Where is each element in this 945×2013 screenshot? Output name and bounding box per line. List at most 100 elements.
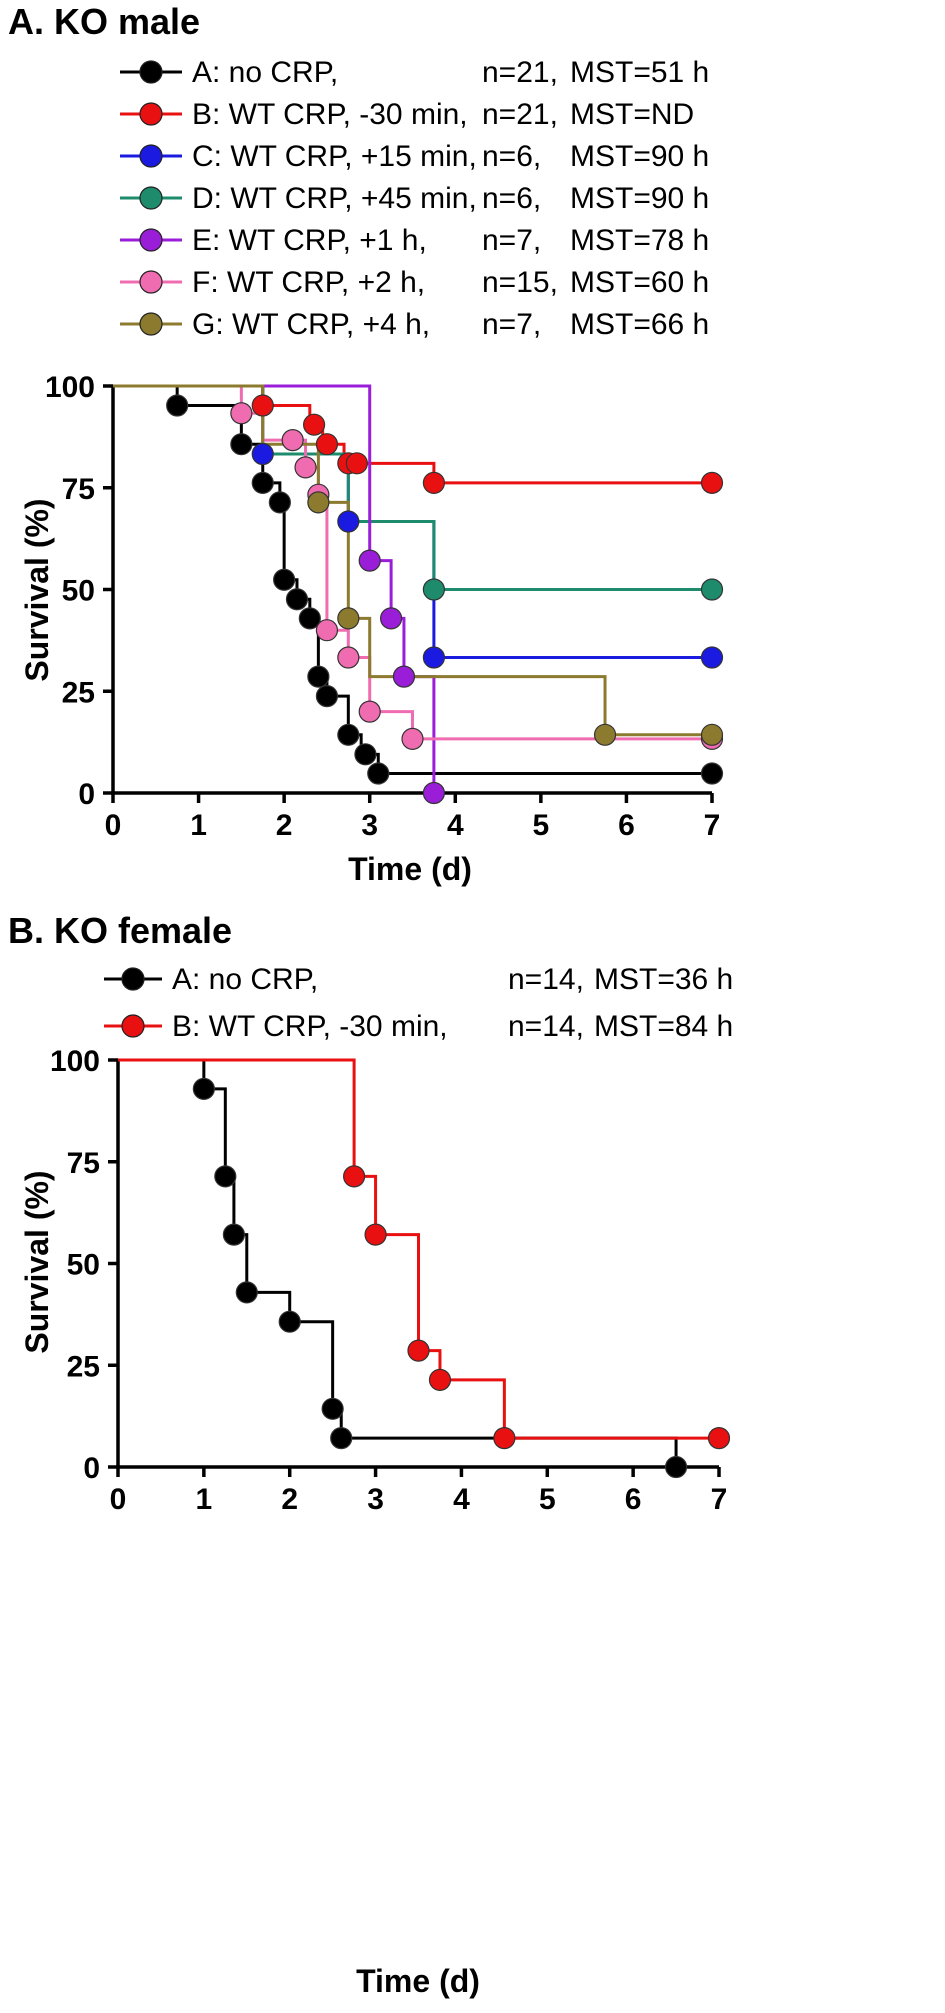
panel-b-markers-a: [192, 1077, 688, 1479]
x-tick-label: 1: [196, 1483, 213, 1516]
censor-marker: [307, 665, 330, 688]
censor-marker: [593, 723, 617, 746]
censor-marker: [700, 646, 724, 669]
x-tick-label: 6: [618, 809, 635, 842]
legend-mst: MST=36 h: [594, 963, 733, 996]
panel-a-legend-item-c: C: WT CRP, +15 min, n=6, MST=90 h: [120, 140, 709, 173]
panel-a-axes: 0 25 50 75 100 0 1 2 3 4 5 6 7: [45, 371, 720, 842]
censor-marker: [700, 762, 724, 785]
legend-mst: MST=90 h: [570, 140, 709, 173]
panel-a-markers-e: [358, 549, 445, 805]
legend-label: B: WT CRP, -30 min,: [172, 1010, 448, 1043]
censor-marker: [273, 568, 296, 591]
legend-mst: MST=ND: [570, 98, 694, 131]
y-tick-label: 0: [83, 1452, 100, 1485]
survival-step-line: [113, 384, 712, 737]
panel-a-plot-area: [113, 384, 724, 805]
censor-marker: [422, 578, 445, 601]
censor-marker: [251, 471, 274, 494]
panel-b-series-a: [118, 1058, 678, 1467]
censor-marker: [302, 413, 326, 436]
censor-marker: [401, 727, 424, 750]
censor-marker: [358, 549, 381, 572]
survival-step-line: [118, 1058, 719, 1440]
x-tick-label: 5: [533, 809, 550, 842]
y-tick-label: 100: [50, 1045, 100, 1078]
panel-b-series-b: [118, 1058, 719, 1440]
censor-marker: [343, 1165, 366, 1188]
censor-marker: [422, 646, 445, 669]
censor-marker: [222, 1223, 246, 1246]
legend-mst: MST=84 h: [594, 1010, 733, 1043]
panel-a-legend-item-b: B: WT CRP, -30 min, n=21, MST=ND: [120, 98, 694, 131]
y-tick-label: 25: [67, 1350, 100, 1383]
censor-marker: [285, 588, 309, 611]
legend-n: n=6,: [482, 140, 541, 173]
panel-a-y-axis-label: Survival (%): [19, 498, 55, 681]
censor-marker: [367, 762, 390, 785]
legend-label: A: no CRP,: [192, 56, 338, 89]
legend-mst: MST=66 h: [570, 308, 709, 341]
x-tick-label: 4: [453, 1483, 470, 1516]
censor-marker: [192, 1077, 215, 1100]
legend-n: n=21,: [482, 98, 558, 131]
y-tick-label: 50: [67, 1249, 100, 1282]
legend-marker: [121, 967, 145, 991]
panel-b-legend-item-b: B: WT CRP, -30 min, n=14, MST=84 h: [104, 1010, 733, 1043]
censor-marker: [268, 491, 291, 514]
y-tick-label: 0: [78, 778, 95, 811]
censor-marker: [307, 491, 330, 514]
censor-marker: [251, 394, 274, 417]
censor-marker: [354, 743, 377, 766]
legend-marker: [139, 60, 163, 84]
censor-marker: [392, 665, 416, 688]
panel-a-legend-item-g: G: WT CRP, +4 h, n=7, MST=66 h: [120, 308, 709, 341]
y-tick-label: 75: [62, 473, 95, 506]
panel-b-title: B. KO female: [8, 910, 232, 951]
censor-marker: [700, 578, 724, 601]
legend-n: n=15,: [482, 266, 558, 299]
panel-a-legend-item-e: E: WT CRP, +1 h, n=7, MST=78 h: [120, 224, 709, 257]
panel-b-y-axis-label: Survival (%): [19, 1170, 55, 1353]
panel-a-markers-c: [251, 442, 724, 669]
legend-marker: [139, 312, 163, 336]
panel-a-markers-g: [307, 491, 724, 746]
x-tick-label: 3: [361, 809, 378, 842]
censor-marker: [278, 1310, 301, 1333]
panel-a-legend-item-f: F: WT CRP, +2 h, n=15, MST=60 h: [120, 266, 709, 299]
censor-marker: [315, 433, 339, 456]
panel-a-legend: A: no CRP, n=21, MST=51 h B: WT CRP, -30 mi…: [120, 56, 709, 341]
legend-label: E: WT CRP, +1 h,: [192, 224, 427, 257]
censor-marker: [422, 471, 445, 494]
censor-marker: [428, 1368, 452, 1392]
panel-b-legend-item-a: A: no CRP, n=14, MST=36 h: [104, 963, 733, 996]
censor-marker: [298, 607, 321, 630]
x-tick-label: 4: [447, 809, 464, 842]
censor-marker: [493, 1427, 516, 1450]
legend-marker: [139, 228, 163, 252]
x-tick-label: 2: [276, 809, 293, 842]
survival-step-line: [118, 1058, 678, 1467]
legend-marker: [139, 102, 163, 126]
censor-marker: [315, 685, 339, 708]
x-tick-label: 5: [539, 1483, 556, 1516]
panel-b-markers-b: [343, 1165, 731, 1450]
y-tick-label: 75: [67, 1147, 100, 1180]
censor-marker: [235, 1281, 258, 1304]
panel-a-title: A. KO male: [8, 1, 200, 42]
panel-b-legend: A: no CRP, n=14, MST=36 h B: WT CRP, -30 mi…: [104, 963, 733, 1043]
censor-marker: [422, 781, 445, 805]
legend-n: n=6,: [482, 182, 541, 215]
legend-mst: MST=51 h: [570, 56, 709, 89]
censor-marker: [166, 394, 189, 417]
panel-a-series-f: [113, 384, 712, 741]
legend-label: F: WT CRP, +2 h,: [192, 266, 425, 299]
panel-a-series-e: [113, 384, 436, 793]
panel-b-axes: 0 25 50 75 100 0 1 2 3 4 5 6 7: [50, 1045, 727, 1516]
legend-marker: [139, 186, 163, 210]
panel-a-markers-d: [422, 578, 724, 601]
legend-n: n=21,: [482, 56, 558, 89]
censor-marker: [364, 1223, 387, 1246]
censor-marker: [321, 1397, 344, 1420]
